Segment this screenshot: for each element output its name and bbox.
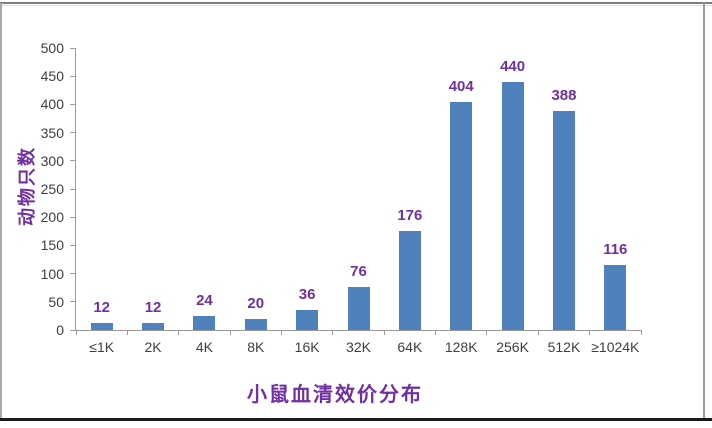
y-tick-label: 500	[40, 40, 64, 56]
bar	[501, 81, 524, 330]
x-tick-mark	[640, 330, 642, 335]
bar-value-label: 176	[397, 206, 423, 224]
x-tick-mark	[383, 330, 385, 335]
x-tick-label: 4K	[195, 339, 213, 355]
y-tick-mark	[70, 188, 76, 190]
y-tick-mark	[70, 103, 76, 105]
x-tick-label: 64K	[397, 339, 423, 355]
y-tick-mark	[70, 244, 76, 246]
y-tick-label: 100	[40, 265, 64, 282]
x-tick-label: 8K	[247, 339, 265, 355]
x-tick-label: 512K	[547, 339, 581, 355]
bar	[296, 309, 319, 330]
x-tick-label: ≤1K	[89, 339, 115, 355]
bar	[193, 316, 216, 330]
y-tick-label: 300	[40, 152, 64, 169]
x-tick-label: 32K	[346, 339, 371, 355]
bar-value-label: 12	[144, 299, 162, 317]
y-tick-mark	[70, 216, 76, 218]
y-tick-label: 200	[40, 209, 64, 226]
x-tick-label: 128K	[444, 339, 478, 355]
bar-value-label: 440	[500, 57, 526, 75]
y-tick-mark	[70, 132, 76, 134]
bar-value-label: 388	[551, 87, 577, 105]
x-tick-mark	[229, 330, 231, 335]
y-tick-mark	[70, 75, 76, 77]
bar-value-label: 36	[298, 285, 316, 303]
y-tick-mark	[70, 47, 76, 49]
y-tick-mark	[70, 329, 76, 331]
bar	[347, 287, 370, 330]
x-tick-mark	[435, 330, 437, 335]
y-tick-label: 450	[40, 68, 64, 85]
bar-value-label: 116	[603, 240, 628, 258]
bar	[244, 318, 267, 330]
x-tick-label: 256K	[496, 339, 529, 355]
y-tick-label: 250	[40, 181, 64, 197]
x-tick-mark	[332, 330, 334, 335]
y-tick-label: 150	[40, 237, 64, 254]
x-tick-mark	[75, 330, 77, 335]
x-tick-label: 16K	[294, 339, 320, 355]
x-tick-mark	[280, 330, 282, 335]
y-tick-label: 50	[48, 293, 64, 310]
x-tick-mark	[178, 330, 180, 335]
y-tick-label: 350	[40, 124, 64, 141]
x-tick-label: 2K	[144, 339, 162, 355]
bar	[90, 323, 113, 330]
x-tick-mark	[589, 330, 591, 335]
plot-area: 0 50 100 150 200 250 300 350 400 450 500 12 ≤1K 12 2K 2…	[41, 40, 642, 355]
x-tick-label: ≥1024K	[591, 339, 640, 355]
frame-border-top-shadow	[0, 5, 712, 6]
bar	[142, 323, 165, 330]
x-tick-mark	[126, 330, 128, 335]
bar-value-label: 12	[93, 299, 111, 317]
frame-border-left	[0, 3, 2, 418]
bar-value-label: 24	[196, 292, 213, 310]
y-tick-label: 400	[40, 96, 64, 113]
x-tick-mark	[537, 330, 539, 335]
frame-border-right	[703, 3, 705, 418]
frame-border-top	[0, 2, 712, 4]
bar	[604, 264, 627, 330]
y-tick-mark	[70, 160, 76, 162]
bar-value-label: 76	[350, 263, 367, 281]
bar	[450, 102, 473, 330]
bar	[552, 111, 575, 330]
y-tick-mark	[70, 301, 76, 303]
frame-border-bottom	[0, 418, 712, 421]
bar-value-label: 20	[247, 294, 265, 312]
x-axis-title: 小鼠血清效价分布	[247, 384, 423, 406]
bar-value-label: 404	[448, 78, 474, 96]
bar	[398, 230, 421, 330]
y-tick-mark	[70, 273, 76, 275]
y-tick-label: 0	[56, 322, 64, 338]
x-tick-mark	[486, 330, 488, 335]
